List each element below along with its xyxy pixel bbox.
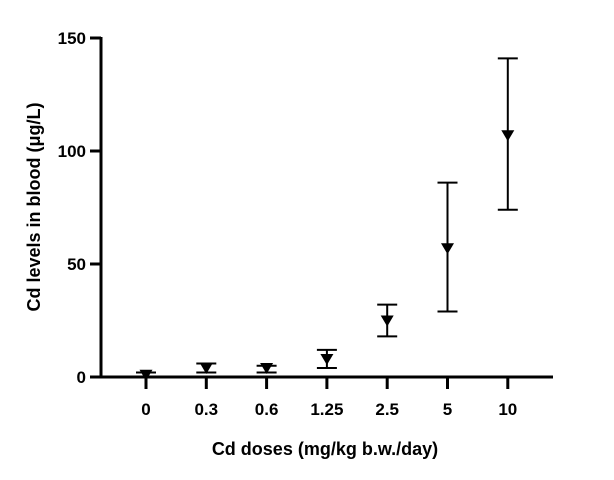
plot-area: 0 50 100 150 0 0.3 0.6 1.25 2.5 5 10 xyxy=(58,29,518,419)
x-tick-label: 5 xyxy=(443,400,452,419)
data-point xyxy=(380,315,394,327)
y-axis-title: Cd levels in blood (μg/L) xyxy=(24,102,44,311)
x-tick-label: 0 xyxy=(141,400,150,419)
data-point xyxy=(260,363,274,375)
y-tick-label: 50 xyxy=(67,255,86,274)
x-tick-label: 2.5 xyxy=(375,400,399,419)
data-point xyxy=(320,353,334,365)
x-tick-label: 1.25 xyxy=(310,400,343,419)
data-point xyxy=(139,369,153,381)
x-tick-label: 10 xyxy=(498,400,517,419)
y-tick-label: 150 xyxy=(58,29,86,48)
data-point xyxy=(199,363,213,375)
data-point xyxy=(501,130,515,142)
x-axis-title: Cd doses (mg/kg b.w./day) xyxy=(212,439,438,459)
y-tick-label: 100 xyxy=(58,142,86,161)
x-tick-label: 0.3 xyxy=(194,400,218,419)
y-tick-label: 0 xyxy=(77,368,86,387)
x-tick-label: 0.6 xyxy=(255,400,279,419)
data-point xyxy=(441,243,454,255)
